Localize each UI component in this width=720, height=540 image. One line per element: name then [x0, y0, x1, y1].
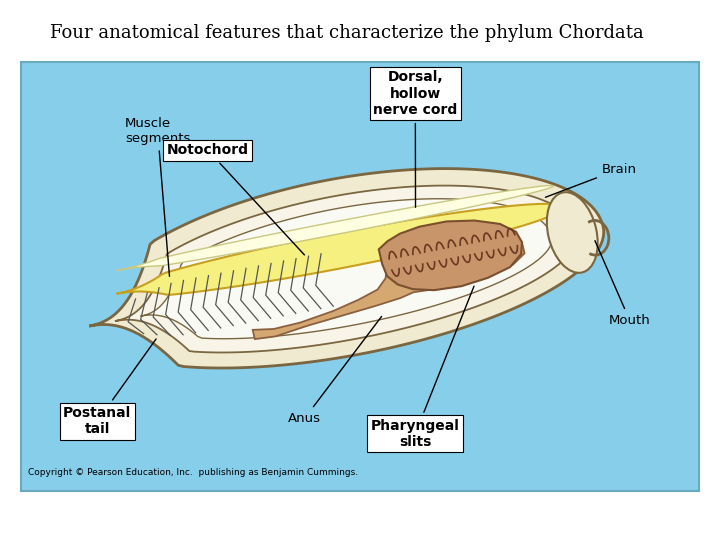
Text: Notochord: Notochord: [167, 143, 305, 255]
Ellipse shape: [546, 192, 598, 273]
Polygon shape: [253, 232, 525, 339]
Polygon shape: [117, 185, 554, 271]
Text: Pharyngeal
slits: Pharyngeal slits: [371, 286, 474, 449]
Text: Anus: Anus: [288, 316, 382, 425]
Text: Postanal
tail: Postanal tail: [63, 339, 156, 436]
Polygon shape: [89, 168, 603, 368]
Polygon shape: [379, 220, 522, 290]
Text: Copyright © Pearson Education, Inc.  publishing as Benjamin Cummings.: Copyright © Pearson Education, Inc. publ…: [28, 468, 359, 477]
Text: Four anatomical features that characterize the phylum Chordata: Four anatomical features that characteri…: [50, 24, 644, 42]
Text: Mouth: Mouth: [595, 241, 651, 327]
Polygon shape: [117, 204, 564, 295]
Text: Brain: Brain: [545, 163, 637, 197]
FancyBboxPatch shape: [22, 62, 698, 490]
Text: Muscle
segments: Muscle segments: [125, 117, 190, 276]
Text: Dorsal,
hollow
nerve cord: Dorsal, hollow nerve cord: [373, 70, 457, 207]
Polygon shape: [115, 186, 578, 353]
Polygon shape: [140, 199, 552, 339]
